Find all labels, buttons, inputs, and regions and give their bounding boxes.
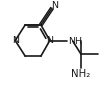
Text: N: N	[51, 1, 58, 10]
Text: N: N	[46, 36, 53, 45]
Text: NH: NH	[68, 37, 82, 46]
Text: N: N	[12, 36, 19, 45]
Text: NH₂: NH₂	[71, 69, 90, 79]
